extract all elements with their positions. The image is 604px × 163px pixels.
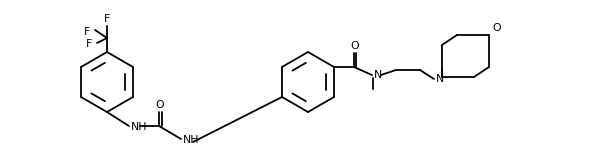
Text: N: N xyxy=(374,70,382,80)
Text: NH: NH xyxy=(183,135,199,145)
Text: O: O xyxy=(492,23,501,33)
Text: NH: NH xyxy=(131,122,147,132)
Text: O: O xyxy=(351,41,359,51)
Text: F: F xyxy=(84,27,90,37)
Text: F: F xyxy=(104,14,110,24)
Text: O: O xyxy=(156,100,164,110)
Text: F: F xyxy=(86,39,92,49)
Text: N: N xyxy=(436,74,444,84)
